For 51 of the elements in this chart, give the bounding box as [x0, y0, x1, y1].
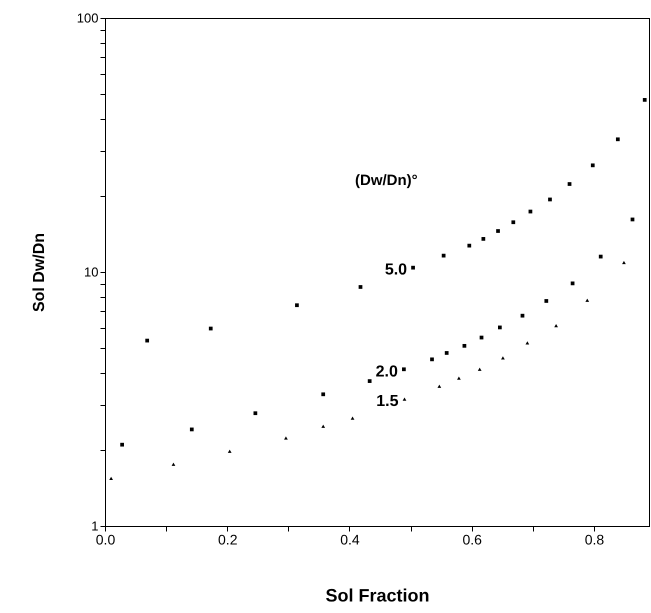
point: [295, 303, 299, 308]
point: [528, 210, 532, 214]
y-tick-label: 1: [91, 518, 98, 534]
point: [109, 476, 113, 480]
legend-title: (Dw/Dn)°: [355, 172, 418, 189]
point: [642, 98, 647, 102]
point: [368, 379, 372, 383]
point: [444, 351, 449, 355]
point: [480, 336, 484, 340]
point: [501, 356, 505, 360]
point: [622, 260, 626, 264]
x-tick-label: 0.4: [340, 532, 360, 548]
point: [120, 442, 124, 447]
point: [284, 436, 288, 440]
point: [630, 218, 634, 222]
point: [430, 357, 434, 362]
point: [228, 450, 232, 453]
point: [172, 462, 176, 466]
x-tick-label: 0.2: [218, 532, 238, 548]
point: [498, 326, 502, 330]
point: [496, 229, 500, 233]
point: [462, 344, 466, 348]
point: [568, 182, 572, 186]
y-tick-label: 10: [84, 264, 98, 280]
point: [321, 424, 326, 428]
point: [437, 384, 442, 388]
x-tick-label: 0.6: [462, 532, 482, 548]
series-label: 1.5: [376, 393, 399, 410]
point: [145, 338, 150, 342]
point: [570, 282, 574, 286]
series-label: 2.0: [376, 363, 398, 380]
y-tick-label: 100: [76, 10, 98, 26]
point: [190, 428, 194, 432]
y-axis-title: Sol Dw/Dn: [30, 232, 48, 312]
x-tick-label: 0.8: [584, 532, 604, 548]
point: [525, 341, 530, 344]
point: [402, 367, 406, 372]
point: [481, 237, 486, 241]
point: [520, 314, 524, 318]
point: [358, 285, 362, 289]
x-tick-label: 0.0: [96, 532, 116, 548]
point: [598, 254, 603, 258]
x-axis-title: Sol Fraction: [325, 586, 430, 606]
series-label: 5.0: [384, 262, 408, 279]
point: [585, 298, 590, 302]
point: [208, 326, 213, 330]
point: [457, 376, 461, 380]
point: [478, 368, 482, 371]
point: [548, 198, 552, 202]
point: [411, 266, 415, 270]
point: [544, 299, 548, 303]
